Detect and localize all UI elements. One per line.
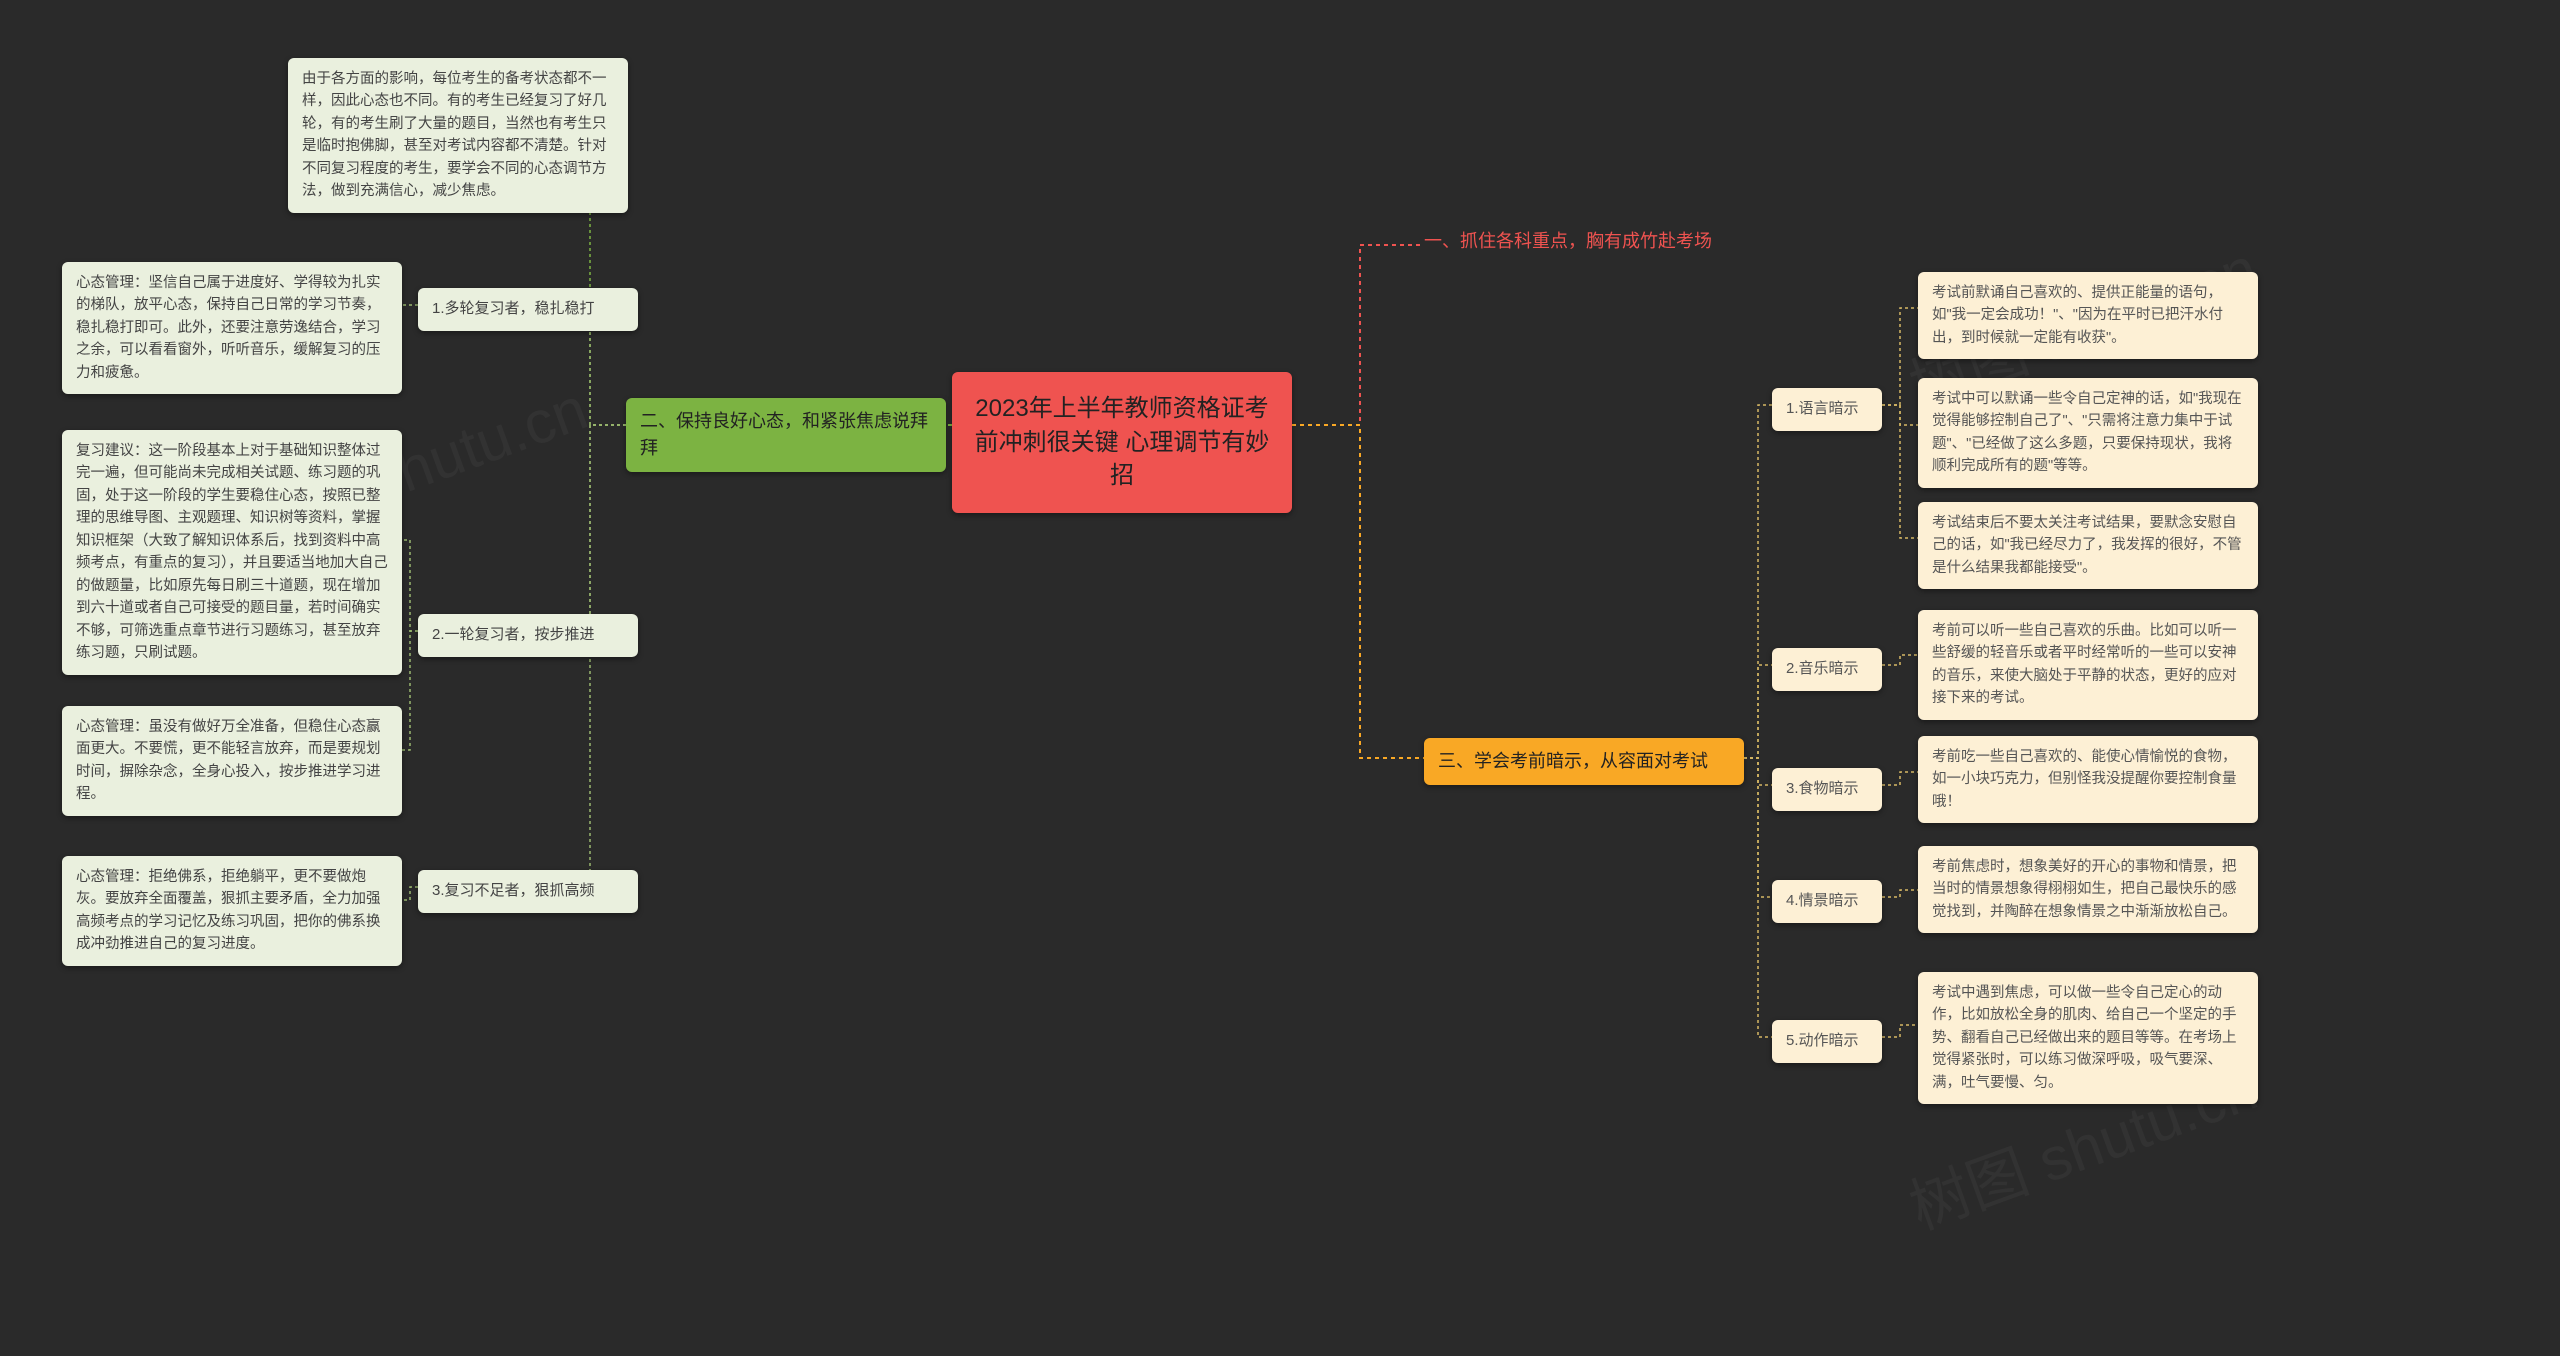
left-leaf-2-detail-2[interactable]: 心态管理：虽没有做好万全准备，但稳住心态赢面更大。不要慌，更不能轻言放弃，而是要… bbox=[62, 706, 402, 816]
left-leaf-1[interactable]: 1.多轮复习者，稳扎稳打 bbox=[418, 288, 638, 331]
right-leaf-3[interactable]: 3.食物暗示 bbox=[1772, 768, 1882, 811]
left-leaf-2-detail-1[interactable]: 复习建议：这一阶段基本上对于基础知识整体过完一遍，但可能尚未完成相关试题、练习题… bbox=[62, 430, 402, 675]
right-leaf-1-detail-2[interactable]: 考试中可以默诵一些令自己定神的话，如"我现在觉得能够控制自己了"、"只需将注意力… bbox=[1918, 378, 2258, 488]
left-leaf-1-detail-1[interactable]: 心态管理：坚信自己属于进度好、学得较为扎实的梯队，放平心态，保持自己日常的学习节… bbox=[62, 262, 402, 394]
right-leaf-5[interactable]: 5.动作暗示 bbox=[1772, 1020, 1882, 1063]
right-leaf-3-detail-1[interactable]: 考前吃一些自己喜欢的、能使心情愉悦的食物，如一小块巧克力，但别怪我没提醒你要控制… bbox=[1918, 736, 2258, 823]
right-leaf-1[interactable]: 1.语言暗示 bbox=[1772, 388, 1882, 431]
right-leaf-5-detail-1[interactable]: 考试中遇到焦虑，可以做一些令自己定心的动作，比如放松全身的肌肉、给自己一个坚定的… bbox=[1918, 972, 2258, 1104]
right-leaf-1-detail-1[interactable]: 考试前默诵自己喜欢的、提供正能量的语句，如"我一定会成功！"、"因为在平时已把汗… bbox=[1918, 272, 2258, 359]
branch-section-2[interactable]: 二、保持良好心态，和紧张焦虑说拜拜 bbox=[626, 398, 946, 472]
right-leaf-4-detail-1[interactable]: 考前焦虑时，想象美好的开心的事物和情景，把当时的情景想象得栩栩如生，把自己最快乐… bbox=[1918, 846, 2258, 933]
branch-section-1[interactable]: 一、抓住各科重点，胸有成竹赴考场 bbox=[1424, 222, 1724, 261]
right-leaf-2-detail-1[interactable]: 考前可以听一些自己喜欢的乐曲。比如可以听一些舒缓的轻音乐或者平时经常听的一些可以… bbox=[1918, 610, 2258, 720]
left-leaf-3-detail-1[interactable]: 心态管理：拒绝佛系，拒绝躺平，更不要做炮灰。要放弃全面覆盖，狠抓主要矛盾，全力加… bbox=[62, 856, 402, 966]
left-leaf-2[interactable]: 2.一轮复习者，按步推进 bbox=[418, 614, 638, 657]
left-leaf-3[interactable]: 3.复习不足者，狠抓高频 bbox=[418, 870, 638, 913]
left-intro-detail[interactable]: 由于各方面的影响，每位考生的备考状态都不一样，因此心态也不同。有的考生已经复习了… bbox=[288, 58, 628, 213]
root-node[interactable]: 2023年上半年教师资格证考前冲刺很关键 心理调节有妙招 bbox=[952, 372, 1292, 513]
right-leaf-1-detail-3[interactable]: 考试结束后不要太关注考试结果，要默念安慰自己的话，如"我已经尽力了，我发挥的很好… bbox=[1918, 502, 2258, 589]
branch-section-3[interactable]: 三、学会考前暗示，从容面对考试 bbox=[1424, 738, 1744, 785]
right-leaf-2[interactable]: 2.音乐暗示 bbox=[1772, 648, 1882, 691]
right-leaf-4[interactable]: 4.情景暗示 bbox=[1772, 880, 1882, 923]
